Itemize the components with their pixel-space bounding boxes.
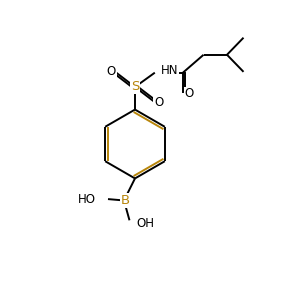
Text: HN: HN (161, 64, 178, 77)
Text: O: O (107, 65, 116, 78)
Text: O: O (154, 96, 163, 109)
Text: S: S (131, 80, 139, 94)
Text: B: B (121, 194, 130, 207)
Text: HO: HO (78, 193, 96, 206)
Text: OH: OH (136, 217, 154, 230)
Text: O: O (184, 87, 194, 101)
